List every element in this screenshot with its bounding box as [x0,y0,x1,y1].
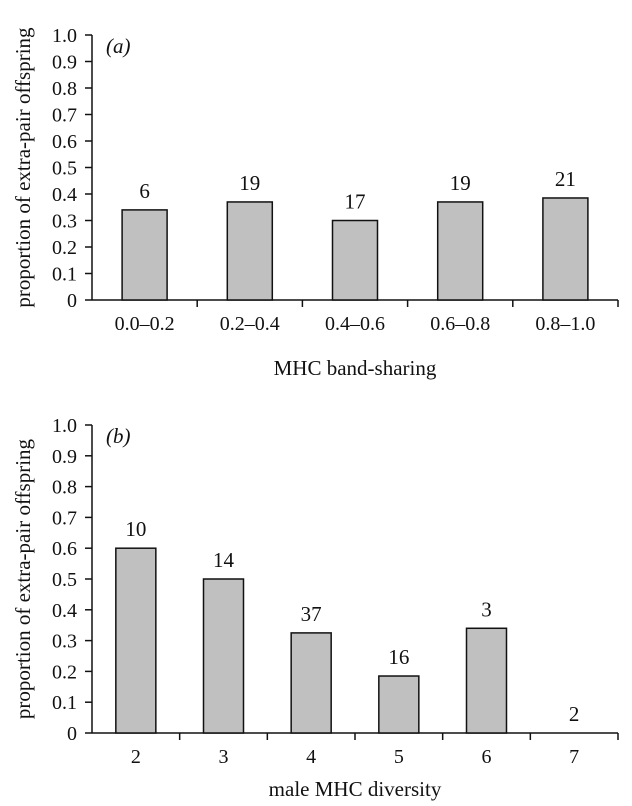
y-tick-label: 0.1 [52,692,77,714]
bar-data-label: 2 [569,702,580,726]
y-tick-label: 0.6 [52,131,77,153]
panel-b: 0 0.1 0.2 0.3 0.4 0.5 0.6 0.7 0.8 0.9 1.0 proportio… [11,415,619,801]
bar [115,547,157,734]
bar-data-label: 17 [345,190,366,214]
bar-data-label: 19 [239,171,260,195]
y-tick-label: 0.3 [52,211,77,233]
x-tick-label: 6 [482,746,492,768]
x-tick-label: 0.0–0.2 [115,313,175,335]
bar [542,197,589,301]
bar-data-label: 21 [555,167,576,191]
y-axis-title: proportion of extra-pair offspring [11,438,35,719]
y-tick-label: 0 [67,723,77,745]
y-tick-label: 0.2 [52,661,77,683]
bar-data-label: 14 [213,548,235,572]
bar [378,675,420,734]
x-tick-label: 0.2–0.4 [220,313,280,335]
y-tick-label: 0.9 [52,52,77,74]
bar [226,201,274,301]
bar-data-label: 37 [301,602,322,626]
y-tick-label: 1.0 [52,415,77,437]
bar [465,627,508,734]
bar-data-label: 16 [388,645,409,669]
y-axis-title: proportion of extra-pair offspring [11,27,35,308]
y-tick-label: 1.0 [52,25,77,47]
x-axis-title: male MHC diversity [269,777,442,801]
y-tick-label: 0.8 [52,477,77,499]
y-tick-label: 0.9 [52,446,77,468]
bar-data-label: 19 [450,171,471,195]
x-tick-label: 4 [306,746,316,768]
y-tick-label: 0.7 [52,507,77,529]
y-tick-label: 0.3 [52,631,77,653]
bar [290,632,332,734]
bar-data-label: 3 [481,597,492,621]
x-tick-label: 0.8–1.0 [535,313,595,335]
panel-label: (a) [106,34,131,58]
y-tick-label: 0.8 [52,78,77,100]
bar [121,209,168,301]
bar-data-label: 10 [125,517,146,541]
x-tick-label: 3 [219,746,229,768]
y-tick-label: 0.5 [52,158,77,180]
x-tick-label: 7 [569,746,579,768]
x-tick-label: 0.6–0.8 [430,313,490,335]
bar [436,201,484,301]
y-tick-label: 0.5 [52,569,77,591]
bar [202,578,245,734]
bar-data-label: 6 [139,179,150,203]
x-tick-label: 5 [394,746,404,768]
y-tick-label: 0.7 [52,105,77,127]
x-axis-title: MHC band-sharing [274,356,437,380]
x-tick-label: 2 [131,746,141,768]
y-tick-label: 0.2 [52,237,77,259]
y-tick-label: 0.4 [52,184,77,206]
x-tick-label: 0.4–0.6 [325,313,385,335]
y-tick-label: 0 [67,290,77,312]
panel-label: (b) [106,424,131,448]
panel-a: 0 0.1 0.2 0.3 0.4 0.5 0.6 0.7 0.8 0.9 1.0 proportio… [11,25,619,380]
y-tick-label: 0.6 [52,538,77,560]
y-tick-label: 0.4 [52,600,77,622]
y-tick-label: 0.1 [52,264,77,286]
bar [331,219,379,301]
